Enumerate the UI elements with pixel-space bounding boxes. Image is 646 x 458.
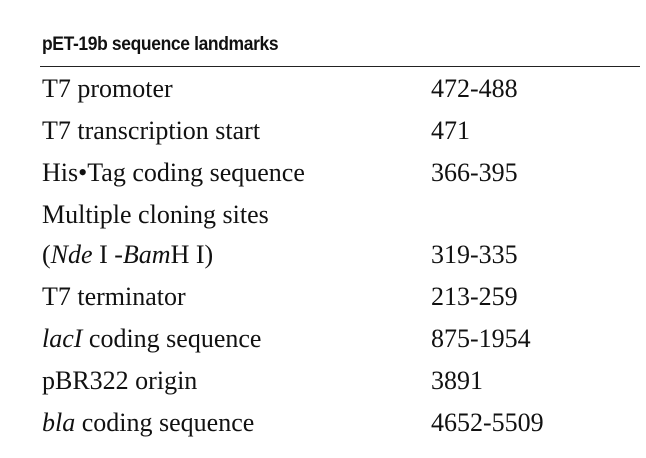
gene-name-italic: bla	[42, 408, 76, 437]
landmark-label: T7 transcription start	[42, 116, 261, 145]
table-row: T7 transcription start 471	[42, 110, 622, 152]
landmark-label: bla coding sequence	[42, 408, 255, 437]
table-row: lacI coding sequence 875-1954	[42, 318, 622, 360]
landmark-position: 213-259	[431, 282, 518, 311]
landmark-label: His•Tag coding sequence	[42, 158, 305, 187]
table-row: bla coding sequence 4652-5509	[42, 402, 622, 444]
landmark-position: 875-1954	[431, 324, 531, 353]
table-row: Multiple cloning sites	[42, 194, 622, 236]
landmark-label: lacI coding sequence	[42, 324, 262, 353]
enzyme-name-italic: Nde	[50, 240, 93, 269]
landmark-position: 319-335	[431, 240, 518, 269]
landmark-label: Multiple cloning sites	[42, 200, 269, 229]
landmark-position: 3891	[431, 366, 483, 395]
table-row: His•Tag coding sequence 366-395	[42, 152, 622, 194]
gene-name-italic: lacI	[42, 324, 83, 353]
title-rule	[40, 66, 640, 67]
table-row: pBR322 origin 3891	[42, 360, 622, 402]
table-row: T7 terminator 213-259	[42, 276, 622, 318]
landmark-label: (Nde I -BamH I)	[42, 240, 214, 269]
landmark-label: T7 promoter	[42, 74, 173, 103]
landmarks-table: T7 promoter 472-488 T7 transcription sta…	[42, 68, 622, 444]
enzyme-name-italic: Bam	[122, 240, 171, 269]
landmark-position: 4652-5509	[431, 408, 544, 437]
landmark-label: pBR322 origin	[42, 366, 198, 395]
landmark-label: T7 terminator	[42, 282, 186, 311]
table-title: pET-19b sequence landmarks	[42, 34, 279, 55]
landmark-position: 472-488	[431, 74, 518, 103]
landmark-position: 471	[431, 116, 470, 145]
table-row: T7 promoter 472-488	[42, 68, 622, 110]
landmark-position: 366-395	[431, 158, 518, 187]
table-row: (Nde I -BamH I) 319-335	[42, 234, 622, 276]
